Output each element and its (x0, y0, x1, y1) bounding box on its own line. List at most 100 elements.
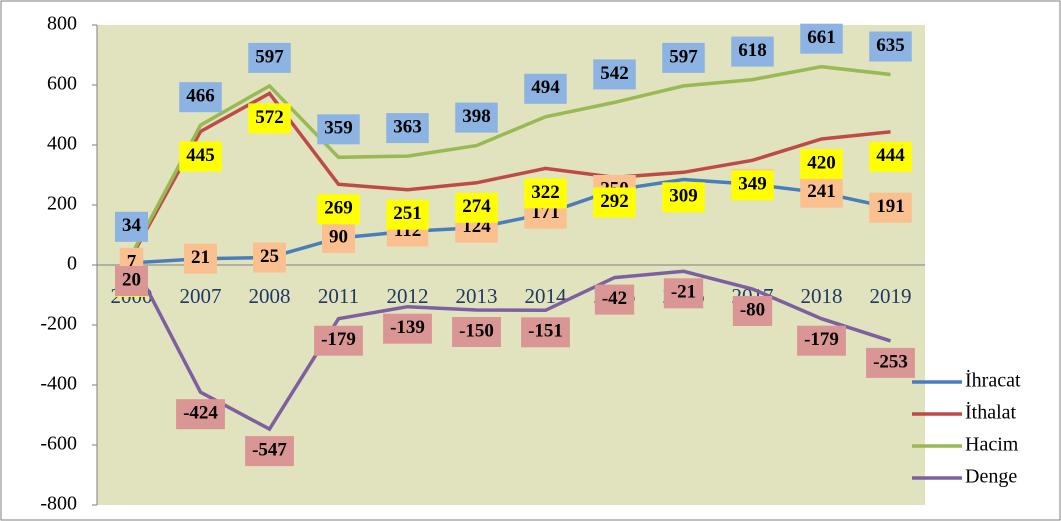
data-label-text: 21 (191, 247, 210, 268)
data-label-text: 274 (462, 196, 491, 217)
data-label: 494 (524, 73, 567, 104)
data-label-box (452, 317, 501, 347)
data-label-text: 661 (807, 27, 836, 48)
data-label-text: -253 (873, 351, 908, 372)
series-line (129, 258, 892, 432)
data-label-text: 349 (738, 174, 767, 195)
data-label-box (386, 113, 429, 144)
data-label: 322 (524, 178, 567, 209)
data-label: 597 (662, 42, 705, 73)
y-tick-label: -400 (40, 373, 77, 395)
data-label: 661 (800, 23, 843, 54)
data-label: -547 (245, 436, 294, 467)
data-label-box (869, 192, 912, 223)
data-label-text: 597 (255, 46, 284, 67)
x-tick-label: 2008 (249, 284, 291, 308)
data-label-box (455, 102, 498, 133)
legend-label: Denge (965, 466, 1017, 488)
data-label-text: 292 (600, 191, 629, 212)
data-label: 445 (179, 141, 222, 172)
data-label-text: 398 (462, 106, 491, 127)
y-tick-label: 600 (47, 73, 77, 95)
data-label-box (594, 284, 635, 315)
data-label: -151 (521, 317, 570, 348)
y-tick-label: -600 (40, 433, 77, 455)
data-label-box (253, 242, 286, 273)
data-label-box (179, 82, 222, 113)
data-label-text: 34 (122, 215, 142, 236)
data-label-text: 191 (876, 196, 905, 217)
data-label-text: 420 (807, 152, 836, 173)
data-label: 274 (455, 192, 498, 223)
data-label-box (184, 243, 217, 274)
data-label-text: 251 (393, 203, 422, 224)
data-label-text: 20 (122, 269, 141, 290)
data-label: -179 (797, 325, 846, 356)
data-label: 21 (184, 243, 217, 274)
data-label: -80 (732, 296, 773, 326)
data-label-text: 635 (876, 35, 905, 56)
y-tick-label: 400 (47, 133, 77, 155)
data-label: 292 (593, 187, 636, 218)
data-label-box (732, 296, 773, 326)
legend-label: Hacim (965, 434, 1019, 456)
y-tick-label: 200 (47, 193, 77, 215)
data-label-box (797, 325, 846, 356)
data-label: 25 (253, 242, 286, 273)
data-label: 309 (662, 182, 705, 213)
data-label: 349 (731, 170, 774, 201)
data-label-box (245, 436, 294, 467)
data-label: -424 (176, 399, 225, 430)
x-tick-label: 2013 (456, 284, 498, 308)
data-label: 420 (800, 149, 843, 179)
data-label-text: 90 (329, 226, 348, 247)
data-label-box (869, 141, 912, 172)
data-label-text: 618 (738, 40, 767, 61)
data-label: 635 (869, 31, 912, 62)
data-label-text: 363 (393, 116, 422, 137)
data-label: 359 (317, 114, 360, 145)
data-label-box (455, 192, 498, 223)
data-label: 618 (731, 36, 774, 67)
data-label-text: 445 (186, 145, 215, 166)
data-label: 90 (322, 223, 355, 253)
data-label-box (593, 59, 636, 90)
data-label-text: -80 (740, 299, 765, 320)
data-label-box (800, 177, 843, 208)
data-label-box (524, 178, 567, 209)
data-label-box (800, 149, 843, 179)
data-label-box (314, 325, 363, 356)
data-label-box (176, 399, 225, 430)
data-label-box (521, 317, 570, 348)
data-label-text: -547 (252, 439, 287, 460)
data-label-text: -21 (671, 282, 696, 303)
data-label: 241 (800, 177, 843, 208)
data-label-text: 466 (186, 86, 215, 107)
data-label-box (593, 187, 636, 218)
data-label: 269 (317, 194, 360, 225)
data-label-text: 359 (324, 118, 353, 139)
data-label-text: -424 (183, 403, 218, 424)
data-label: -179 (314, 325, 363, 356)
data-label: 466 (179, 82, 222, 113)
data-label: 444 (869, 141, 912, 172)
data-label-text: 597 (669, 46, 698, 67)
x-tick-label: 2011 (318, 284, 359, 308)
data-label-box (115, 211, 148, 242)
data-label-box (524, 73, 567, 104)
data-label-box (731, 36, 774, 67)
data-label-text: 322 (531, 182, 560, 203)
data-label-text: 25 (260, 246, 279, 267)
series-line (129, 91, 891, 258)
data-label-box (248, 103, 291, 134)
data-label-text: 269 (324, 198, 353, 219)
data-label-text: -179 (321, 329, 356, 350)
data-label: 597 (248, 42, 291, 73)
series-line (129, 64, 891, 256)
data-label: 542 (593, 59, 636, 90)
data-label-text: -42 (602, 288, 627, 309)
data-label-box (386, 199, 429, 230)
y-tick-label: 0 (67, 253, 77, 275)
